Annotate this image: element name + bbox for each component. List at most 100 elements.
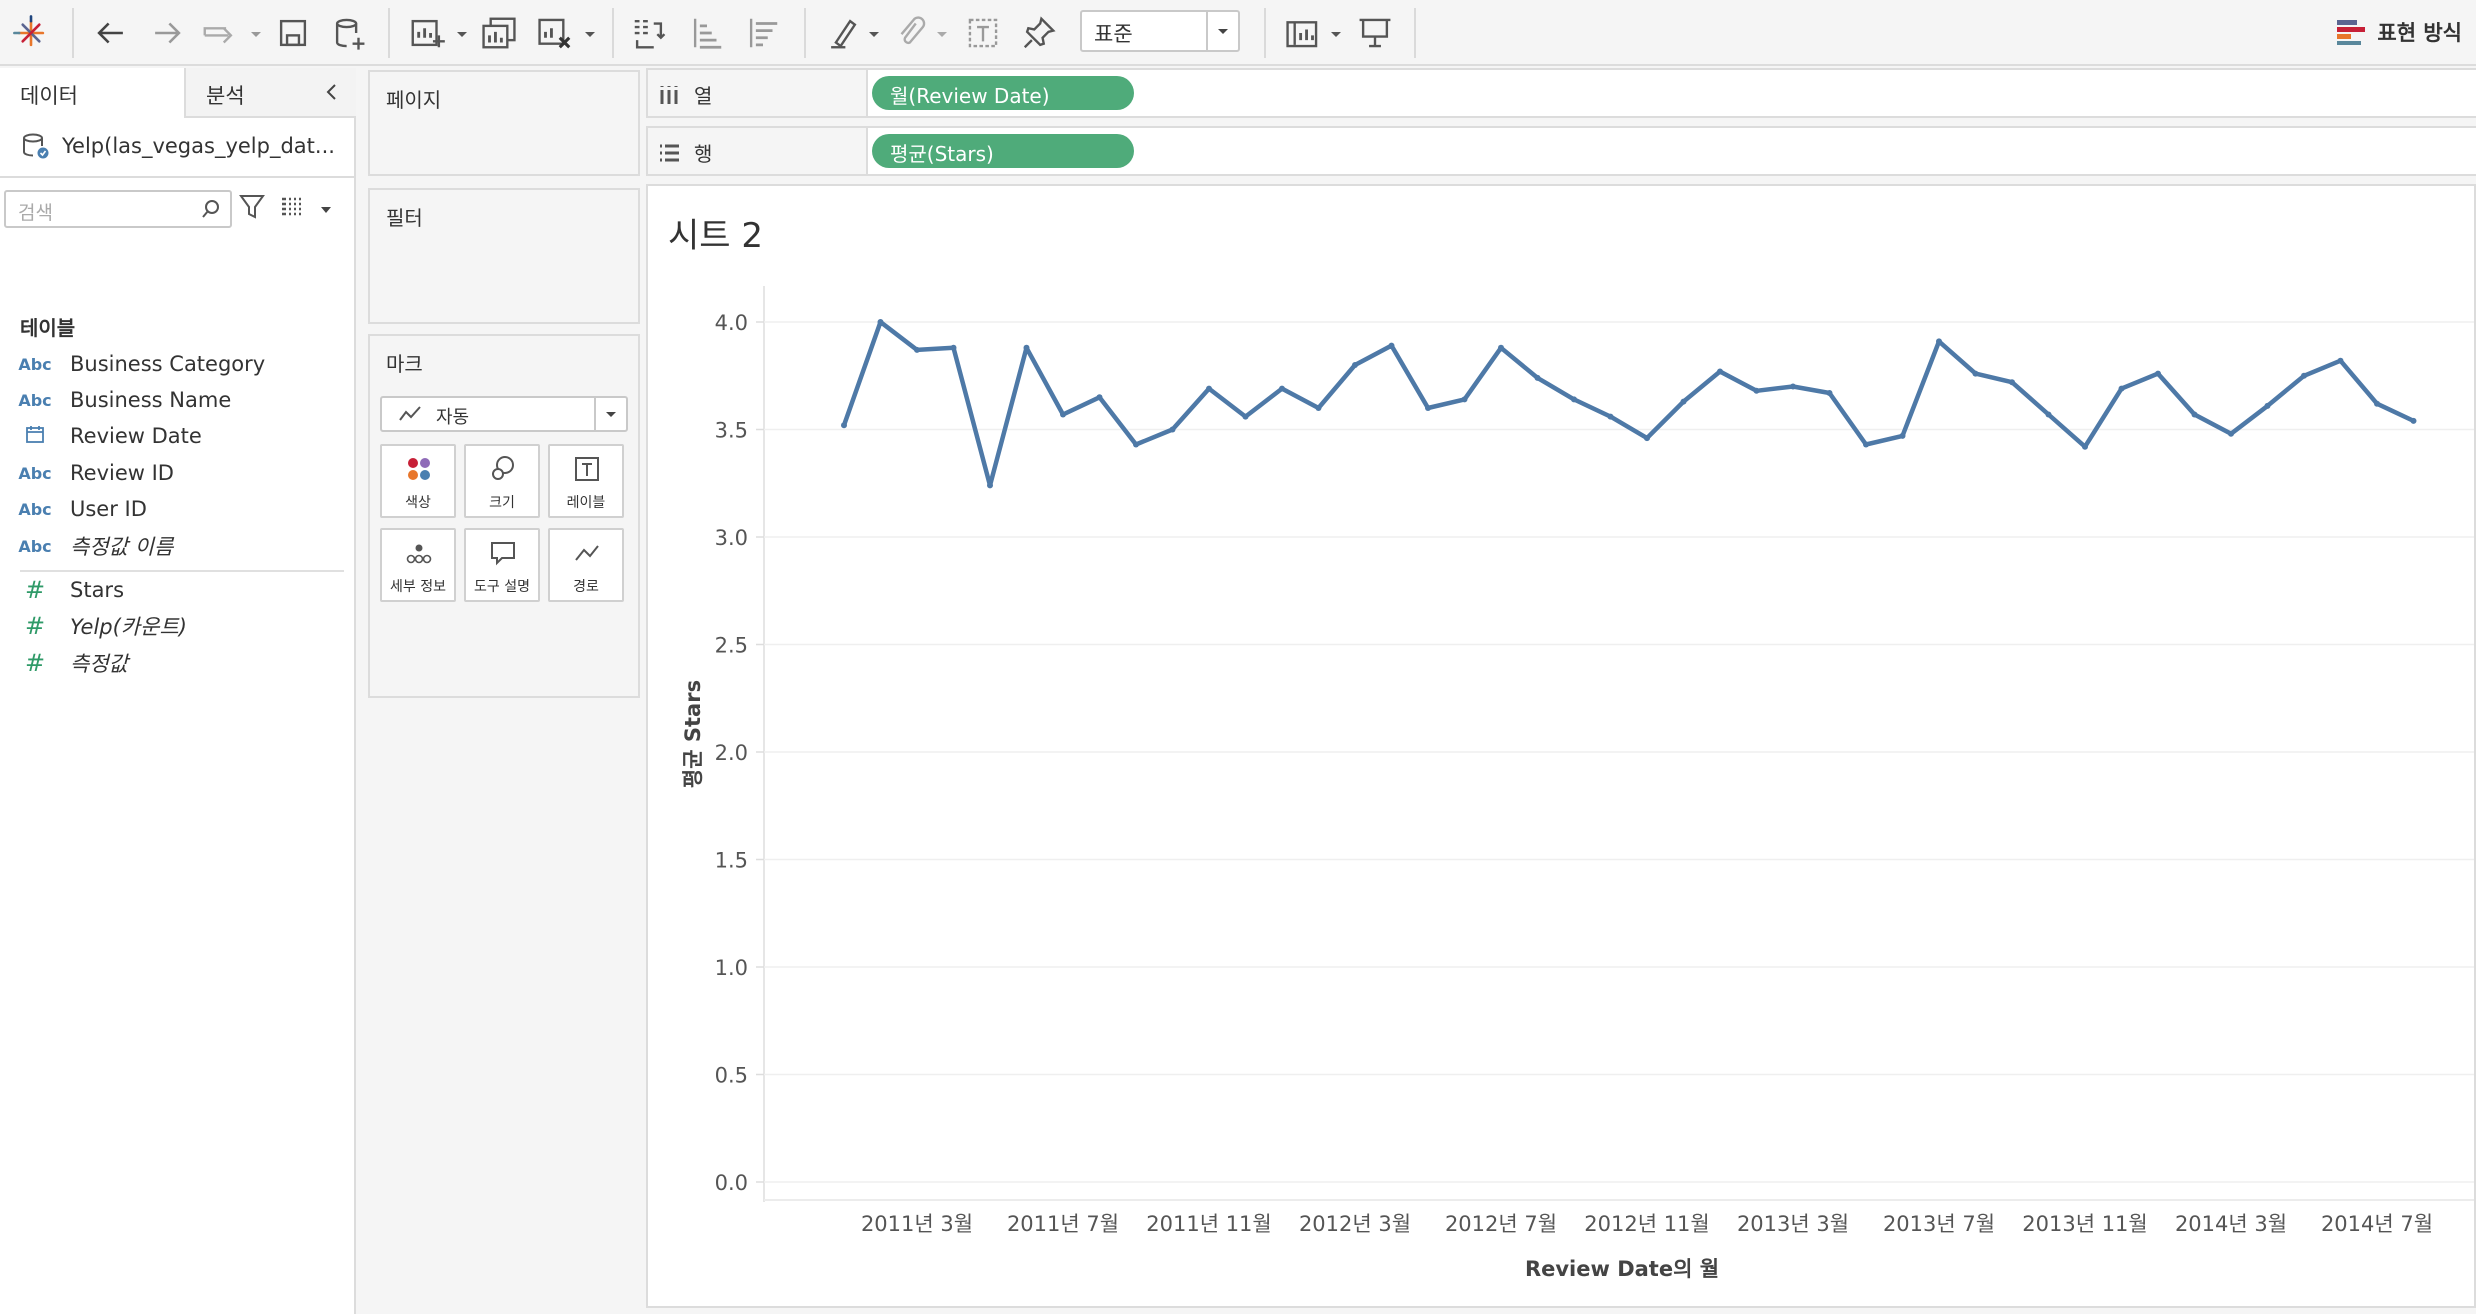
show-cards-caret-icon[interactable] [1328,26,1344,42]
data-point[interactable] [950,344,957,351]
data-point[interactable] [877,319,884,325]
filter-icon[interactable] [238,192,266,222]
view-caret-icon[interactable] [318,202,334,218]
data-point[interactable] [987,482,993,489]
data-point[interactable] [1315,405,1322,411]
data-point[interactable] [1790,383,1796,390]
field-item[interactable]: # 측정값 [0,645,356,681]
redo-icon[interactable] [144,10,190,56]
data-point[interactable] [2337,357,2344,364]
data-point[interactable] [1680,398,1687,405]
data-point[interactable] [1169,426,1176,433]
fit-dropdown[interactable]: 표준 [1080,10,1240,52]
collapse-pane-icon[interactable] [316,76,348,108]
filters-card[interactable]: 필터 [368,188,640,324]
sort-ascending-icon[interactable] [684,10,730,56]
undo-icon[interactable] [88,10,134,56]
data-point[interactable] [1534,374,1541,381]
clear-sheet-caret-icon[interactable] [582,26,598,42]
swap-rows-columns-icon[interactable] [626,10,672,56]
tooltip-button[interactable]: 도구 설명 [464,528,540,602]
data-point[interactable] [1826,390,1833,396]
data-point[interactable] [1279,385,1285,392]
tab-data[interactable]: 데이터 [0,68,186,118]
path-button[interactable]: 경로 [548,528,624,602]
field-item[interactable]: # Stars [0,572,356,608]
data-point[interactable] [1753,387,1760,394]
data-point[interactable] [2374,400,2380,407]
columns-drop-area[interactable]: 월(Review Date) [866,70,2476,116]
tableau-logo-icon[interactable] [8,10,54,56]
data-point[interactable] [1023,344,1030,351]
search-input[interactable]: 검색 [4,190,232,228]
data-point[interactable] [2009,379,2015,386]
color-button[interactable]: 색상 [380,444,456,518]
show-mark-labels-icon[interactable] [960,10,1006,56]
data-point[interactable] [1461,396,1468,403]
replay-icon[interactable] [196,10,242,56]
data-point[interactable] [1607,413,1614,420]
data-point[interactable] [2264,402,2271,409]
data-point[interactable] [1352,362,1358,368]
pin-axes-icon[interactable] [1016,10,1062,56]
data-point[interactable] [2118,385,2125,392]
presentation-mode-icon[interactable] [1352,10,1398,56]
show-cards-icon[interactable] [1280,10,1326,56]
field-item[interactable]: # Yelp(카운트) [0,608,356,644]
duplicate-icon[interactable] [476,10,522,56]
group-members-icon[interactable] [888,10,934,56]
data-point[interactable] [1242,413,1249,420]
data-point[interactable] [1388,342,1395,349]
field-item[interactable]: Abc Review ID [0,455,356,491]
field-item[interactable]: Abc Business Category [0,346,356,382]
sort-descending-icon[interactable] [740,10,786,56]
mark-type-dropdown[interactable]: 자동 [380,396,628,432]
new-worksheet-icon[interactable] [404,10,450,56]
data-point[interactable] [1863,441,1869,448]
data-point[interactable] [1133,441,1139,448]
data-point[interactable] [1899,432,1906,439]
data-point[interactable] [1498,344,1504,351]
series-line[interactable] [841,319,2416,488]
data-point[interactable] [841,422,847,429]
detail-button[interactable]: 세부 정보 [380,528,456,602]
chevron-down-icon[interactable] [1206,12,1238,50]
field-item[interactable]: Review Date [0,418,356,454]
data-point[interactable] [1060,411,1066,418]
data-point[interactable] [2155,370,2161,377]
clear-sheet-icon[interactable] [532,10,578,56]
data-point[interactable] [1644,435,1650,442]
data-point[interactable] [2191,411,2198,418]
chevron-down-icon[interactable] [594,398,626,430]
datasource-item[interactable]: Yelp(las_vegas_yelp_dat... [20,126,335,166]
data-point[interactable] [1096,394,1103,401]
data-point[interactable] [2082,443,2088,450]
replay-caret-icon[interactable] [248,26,264,42]
rows-pill[interactable]: 평균(Stars) [872,134,1134,168]
data-point[interactable] [1972,370,1979,377]
label-button[interactable]: 레이블 [548,444,624,518]
new-datasource-icon[interactable] [326,10,372,56]
save-icon[interactable] [270,10,316,56]
view-list-icon[interactable] [280,194,310,220]
data-point[interactable] [2045,411,2052,418]
highlight-caret-icon[interactable] [866,26,882,42]
new-worksheet-caret-icon[interactable] [454,26,470,42]
data-point[interactable] [2301,372,2307,379]
tab-analytics[interactable]: 분석 [186,68,356,118]
field-item[interactable]: Abc User ID [0,491,356,527]
group-caret-icon[interactable] [934,26,950,42]
size-button[interactable]: 크기 [464,444,540,518]
data-point[interactable] [914,346,920,353]
data-point[interactable] [2410,417,2417,424]
data-point[interactable] [2228,430,2234,437]
columns-pill[interactable]: 월(Review Date) [872,76,1134,110]
field-item[interactable]: Abc 측정값 이름 [0,528,356,564]
field-item[interactable]: Abc Business Name [0,382,356,418]
data-point[interactable] [1571,396,1577,403]
rows-drop-area[interactable]: 평균(Stars) [866,128,2476,174]
data-point[interactable] [1936,338,1942,345]
highlight-icon[interactable] [820,10,866,56]
show-me-button[interactable]: 표현 방식 [2337,14,2462,50]
line-chart[interactable]: 0.0 0.5 1.0 1.5 2.0 2.5 3.0 3.5 4.0 2011년 3월 2011년… [648,186,2474,1306]
